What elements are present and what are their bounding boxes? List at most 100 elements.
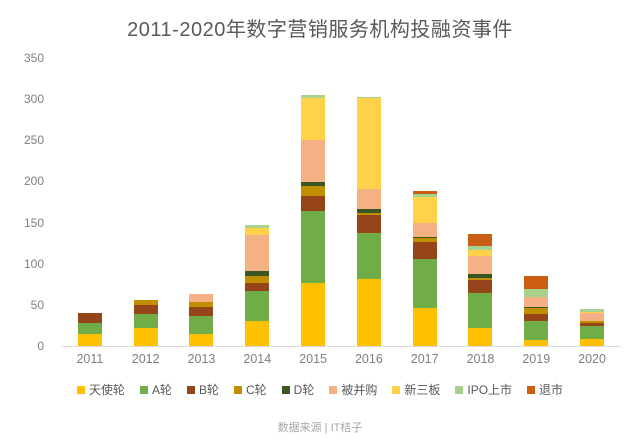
stacked-bar-2013 [189, 58, 214, 346]
y-tick-label: 150 [23, 215, 44, 230]
x-tick-label: 2014 [243, 352, 272, 366]
bar-segment-2018-A轮 [468, 293, 493, 328]
legend-swatch-icon [455, 385, 464, 394]
bar-segment-2013-C轮 [189, 302, 214, 308]
bar-segment-2017-B轮 [412, 242, 437, 259]
bar-segment-2012-天使轮 [133, 327, 158, 346]
bar-segment-2013-B轮 [189, 307, 214, 316]
legend-item-退市: 退市 [527, 381, 563, 398]
x-tick-label: 2017 [410, 352, 439, 366]
legend-label: A轮 [151, 383, 172, 397]
bar-segment-2017-退市 [412, 191, 437, 194]
legend-item-天使轮: 天使轮 [76, 381, 125, 398]
bar-segment-2017-天使轮 [412, 308, 437, 346]
bar-segment-2017-新三板 [412, 197, 437, 224]
legend-item-B轮: B轮 [186, 381, 219, 398]
bar-segment-2018-C轮 [468, 277, 493, 281]
stacked-bar-2020 [580, 58, 605, 346]
bar-segment-2019-D轮 [524, 306, 549, 309]
legend-label: IPO上市 [467, 383, 513, 397]
bar-segment-2011-A轮 [77, 322, 102, 335]
bars-container [62, 58, 620, 346]
legend-swatch-icon [139, 385, 148, 394]
legend-item-新三板: 新三板 [392, 381, 440, 398]
bar-segment-2017-IPO上市 [412, 193, 437, 198]
legend-swatch-icon [186, 385, 195, 394]
x-tick-label: 2019 [522, 352, 551, 366]
bar-segment-2016-新三板 [356, 98, 381, 189]
bar-segment-2016-B轮 [356, 215, 381, 234]
stacked-bar-2014 [245, 58, 270, 346]
plot-area: 0 50 100 150 200 250 300 350 2011 2012 2013 2014 20… [24, 52, 620, 366]
stacked-bar-2012 [133, 58, 158, 346]
bar-segment-2018-B轮 [468, 280, 493, 294]
bar-segment-2017-C轮 [412, 238, 437, 243]
legend-swatch-icon [76, 385, 85, 394]
bar-column-2014 [229, 58, 285, 346]
stacked-bar-2011 [77, 58, 102, 346]
stacked-bar-2017 [412, 58, 437, 346]
bar-segment-2015-IPO上市 [301, 95, 326, 98]
bar-segment-2014-A轮 [245, 290, 270, 321]
bar-segment-2020-C轮 [580, 321, 605, 323]
bar-segment-2016-天使轮 [356, 279, 381, 346]
bar-segment-2012-B轮 [133, 304, 158, 314]
y-tick-label: 0 [37, 339, 44, 353]
legend-label: C轮 [245, 383, 267, 397]
y-tick-label: 50 [30, 297, 44, 312]
bar-segment-2019-C轮 [524, 308, 549, 314]
bar-column-2020 [564, 58, 620, 346]
bar-segment-2017-被并购 [412, 223, 437, 237]
bar-segment-2015-B轮 [301, 196, 326, 212]
legend-label: 退市 [539, 383, 564, 397]
bar-segment-2018-天使轮 [468, 327, 493, 346]
bar-segment-2018-被并购 [468, 255, 493, 274]
bar-segment-2016-被并购 [356, 188, 381, 210]
data-source-caption: 数据来源 | IT桔子 [277, 422, 363, 434]
bar-segment-2020-A轮 [580, 326, 605, 340]
x-tick-label: 2013 [187, 352, 216, 366]
chart-title: 2011-2020年数字营销服务机构投融资事件 [127, 19, 513, 41]
bar-segment-2014-B轮 [245, 282, 270, 291]
bar-segment-2019-退市 [524, 276, 549, 290]
bar-segment-2020-被并购 [580, 313, 605, 322]
bar-segment-2016-D轮 [356, 209, 381, 213]
bar-column-2012 [118, 58, 174, 346]
legend-label: B轮 [198, 383, 219, 397]
bar-segment-2016-C轮 [356, 212, 381, 216]
y-tick-label: 350 [23, 51, 44, 65]
bar-segment-2020-B轮 [580, 322, 605, 327]
bar-segment-2018-IPO上市 [468, 245, 493, 250]
y-tick-label: 100 [23, 256, 44, 271]
bar-column-2015 [285, 58, 341, 346]
bar-segment-2014-天使轮 [245, 320, 270, 346]
bar-segment-2019-IPO上市 [524, 289, 549, 297]
bar-column-2019 [508, 58, 564, 346]
bar-segment-2015-天使轮 [301, 282, 326, 346]
x-tick-label: 2018 [466, 352, 495, 366]
legend-item-被并购: 被并购 [329, 381, 377, 398]
x-tick-label: 2015 [299, 352, 327, 366]
bar-column-2016 [341, 58, 397, 346]
bar-segment-2013-被并购 [189, 294, 214, 303]
y-tick-label: 300 [23, 92, 44, 107]
x-tick-label: 2012 [131, 352, 160, 366]
legend: 天使轮 A轮 B轮 C轮 D轮 被并购 新三板 IPO上市 退市 [0, 381, 640, 398]
bar-segment-2013-A轮 [189, 315, 214, 334]
x-axis: 2011 2012 2013 2014 2015 2016 2017 2018 2019 2020 [62, 352, 620, 366]
bar-segment-2014-D轮 [245, 271, 270, 277]
bar-segment-2015-新三板 [301, 97, 326, 141]
y-tick-label: 250 [23, 133, 44, 148]
bar-segment-2013-天使轮 [189, 333, 214, 346]
x-tick-label: 2011 [76, 352, 104, 366]
bar-segment-2019-被并购 [524, 296, 549, 307]
legend-label: 天使轮 [88, 383, 125, 397]
bar-segment-2017-A轮 [412, 258, 437, 309]
legend-item-D轮: D轮 [281, 381, 314, 398]
legend-label: 被并购 [341, 383, 378, 397]
legend-item-IPO上市: IPO上市 [455, 381, 512, 398]
bar-column-2013 [174, 58, 230, 346]
bar-segment-2020-天使轮 [580, 339, 605, 346]
stacked-bar-2016 [356, 58, 381, 346]
